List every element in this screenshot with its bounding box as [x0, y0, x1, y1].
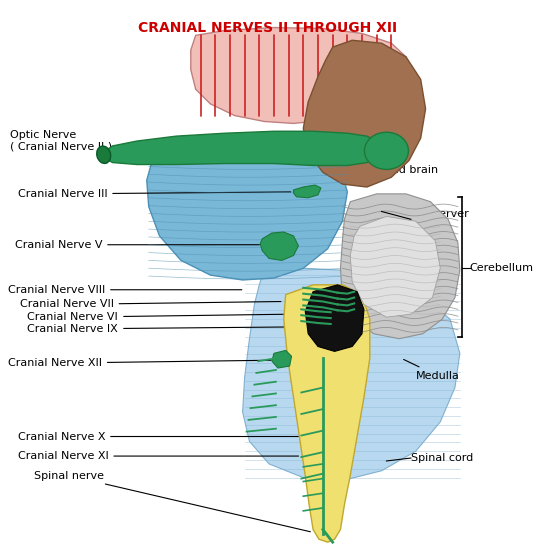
Text: Mid brain: Mid brain — [365, 155, 438, 175]
Text: Cranial Nerve XI: Cranial Nerve XI — [17, 451, 299, 461]
Text: Cranial Nerve VII: Cranial Nerve VII — [20, 300, 281, 310]
Text: Cranial Nerve VI: Cranial Nerve VI — [27, 312, 286, 322]
Text: Cranial Nerve III: Cranial Nerve III — [17, 189, 290, 199]
Polygon shape — [305, 285, 364, 351]
Text: Cranial Nerve V: Cranial Nerve V — [15, 240, 259, 250]
Text: Spinal cord: Spinal cord — [411, 453, 473, 463]
Ellipse shape — [364, 132, 408, 169]
Text: CRANIAL NERVES II THROUGH XII: CRANIAL NERVES II THROUGH XII — [138, 21, 396, 35]
Text: Cranial nerver
stimulus: Cranial nerver stimulus — [389, 208, 469, 230]
Polygon shape — [103, 131, 382, 165]
Text: Medulla: Medulla — [403, 359, 460, 381]
Polygon shape — [242, 268, 460, 481]
Polygon shape — [191, 27, 411, 124]
Polygon shape — [147, 138, 347, 280]
Text: Cranial Nerve XII: Cranial Nerve XII — [8, 358, 271, 368]
Text: Cranial Nerve IX: Cranial Nerve IX — [27, 324, 290, 334]
Polygon shape — [341, 194, 460, 339]
Polygon shape — [294, 185, 321, 198]
Polygon shape — [284, 285, 370, 542]
Text: Spinal nerve: Spinal nerve — [34, 471, 310, 532]
Polygon shape — [260, 232, 299, 261]
Polygon shape — [272, 350, 292, 368]
Polygon shape — [303, 40, 425, 187]
Text: Cranial Nerve VIII: Cranial Nerve VIII — [8, 285, 242, 295]
Ellipse shape — [97, 146, 111, 163]
Polygon shape — [350, 216, 440, 317]
Text: Cranial Nerve X: Cranial Nerve X — [17, 432, 299, 442]
Text: Cerebellum: Cerebellum — [470, 263, 533, 273]
Text: Optic Nerve
( Cranial Nerve II ): Optic Nerve ( Cranial Nerve II ) — [10, 130, 134, 152]
